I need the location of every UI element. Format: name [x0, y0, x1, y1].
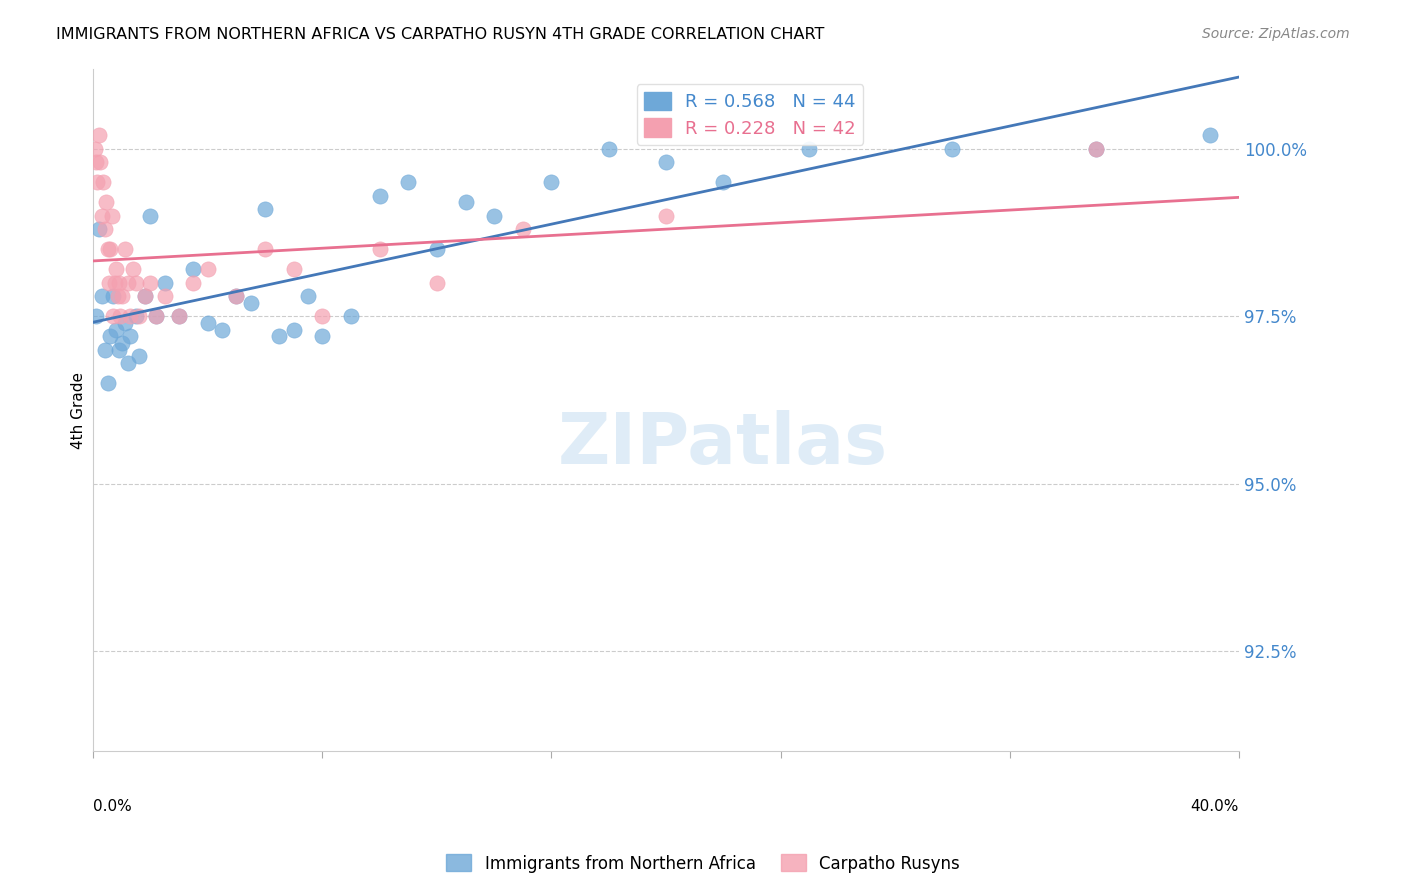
- Point: [103, 289, 125, 303]
- Point: [93, 222, 115, 236]
- Point: [114, 316, 136, 330]
- Point: [139, 209, 162, 223]
- Point: [297, 289, 319, 303]
- Point: [340, 310, 363, 324]
- Text: IMMIGRANTS FROM NORTHERN AFRICA VS CARPATHO RUSYN 4TH GRADE CORRELATION CHART: IMMIGRANTS FROM NORTHERN AFRICA VS CARPA…: [56, 27, 824, 42]
- Point: [97, 276, 120, 290]
- Point: [396, 175, 419, 189]
- Point: [269, 329, 291, 343]
- Point: [482, 209, 505, 223]
- Point: [153, 276, 176, 290]
- Point: [96, 242, 118, 256]
- Point: [540, 175, 562, 189]
- Point: [93, 343, 115, 357]
- Point: [311, 310, 333, 324]
- Point: [139, 276, 162, 290]
- Point: [117, 356, 139, 370]
- Point: [125, 276, 148, 290]
- Point: [153, 289, 176, 303]
- Legend: Immigrants from Northern Africa, Carpatho Rusyns: Immigrants from Northern Africa, Carpath…: [440, 847, 966, 880]
- Point: [91, 175, 114, 189]
- Point: [197, 316, 219, 330]
- Text: ZIPatlas: ZIPatlas: [558, 409, 889, 479]
- Point: [311, 329, 333, 343]
- Point: [711, 175, 734, 189]
- Point: [111, 289, 134, 303]
- Point: [128, 310, 150, 324]
- Point: [253, 242, 276, 256]
- Point: [98, 329, 121, 343]
- Point: [239, 296, 262, 310]
- Point: [368, 242, 391, 256]
- Point: [84, 155, 107, 169]
- Point: [512, 222, 534, 236]
- Point: [1084, 142, 1107, 156]
- Point: [145, 310, 167, 324]
- Point: [368, 188, 391, 202]
- Text: 0.0%: 0.0%: [93, 799, 132, 814]
- Point: [598, 142, 620, 156]
- Legend: R = 0.568   N = 44, R = 0.228   N = 42: R = 0.568 N = 44, R = 0.228 N = 42: [637, 85, 863, 145]
- Point: [105, 262, 128, 277]
- Point: [108, 343, 131, 357]
- Point: [225, 289, 247, 303]
- Point: [253, 202, 276, 216]
- Text: Source: ZipAtlas.com: Source: ZipAtlas.com: [1202, 27, 1350, 41]
- Point: [87, 222, 110, 236]
- Point: [120, 329, 142, 343]
- Point: [86, 175, 108, 189]
- Point: [108, 276, 131, 290]
- Point: [87, 128, 110, 143]
- Point: [283, 323, 305, 337]
- Point: [167, 310, 190, 324]
- Point: [104, 276, 127, 290]
- Point: [84, 310, 107, 324]
- Point: [110, 310, 132, 324]
- Point: [90, 209, 112, 223]
- Point: [167, 310, 190, 324]
- Point: [454, 195, 477, 210]
- Point: [211, 323, 233, 337]
- Point: [117, 276, 139, 290]
- Point: [90, 289, 112, 303]
- Point: [98, 242, 121, 256]
- Point: [120, 310, 142, 324]
- Point: [183, 262, 205, 277]
- Point: [283, 262, 305, 277]
- Point: [426, 276, 449, 290]
- Point: [114, 242, 136, 256]
- Point: [1084, 142, 1107, 156]
- Point: [103, 310, 125, 324]
- Point: [799, 142, 821, 156]
- Point: [183, 276, 205, 290]
- Y-axis label: 4th Grade: 4th Grade: [72, 371, 86, 449]
- Point: [225, 289, 247, 303]
- Point: [94, 195, 117, 210]
- Text: 40.0%: 40.0%: [1191, 799, 1239, 814]
- Point: [125, 310, 148, 324]
- Point: [83, 142, 105, 156]
- Point: [655, 209, 678, 223]
- Point: [122, 262, 145, 277]
- Point: [89, 155, 111, 169]
- Point: [96, 376, 118, 391]
- Point: [941, 142, 963, 156]
- Point: [107, 289, 129, 303]
- Point: [111, 336, 134, 351]
- Point: [128, 350, 150, 364]
- Point: [105, 323, 128, 337]
- Point: [101, 209, 124, 223]
- Point: [145, 310, 167, 324]
- Point: [197, 262, 219, 277]
- Point: [655, 155, 678, 169]
- Point: [1199, 128, 1222, 143]
- Point: [134, 289, 156, 303]
- Point: [426, 242, 449, 256]
- Point: [134, 289, 156, 303]
